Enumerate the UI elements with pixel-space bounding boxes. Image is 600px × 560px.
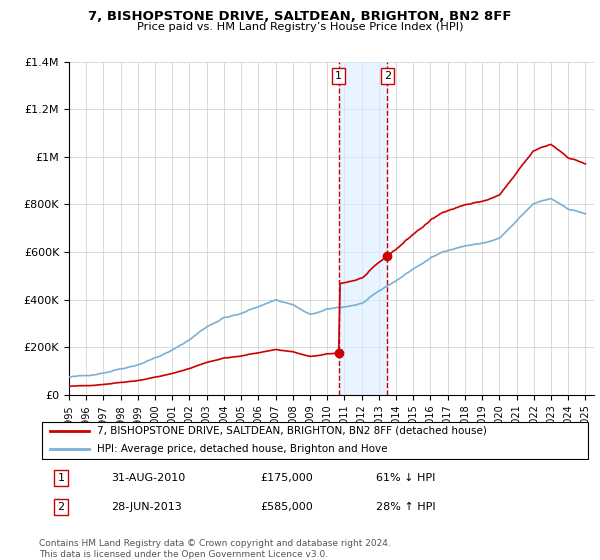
Bar xyxy=(338,62,388,395)
Text: 28-JUN-2013: 28-JUN-2013 xyxy=(111,502,182,512)
Text: 1: 1 xyxy=(335,71,342,81)
Text: £175,000: £175,000 xyxy=(260,473,313,483)
Text: 61% ↓ HPI: 61% ↓ HPI xyxy=(376,473,435,483)
Text: 1: 1 xyxy=(58,473,65,483)
Text: £585,000: £585,000 xyxy=(260,502,313,512)
Text: Price paid vs. HM Land Registry’s House Price Index (HPI): Price paid vs. HM Land Registry’s House … xyxy=(137,22,463,32)
FancyBboxPatch shape xyxy=(42,422,587,459)
Text: 7, BISHOPSTONE DRIVE, SALTDEAN, BRIGHTON, BN2 8FF (detached house): 7, BISHOPSTONE DRIVE, SALTDEAN, BRIGHTON… xyxy=(97,426,487,436)
Text: HPI: Average price, detached house, Brighton and Hove: HPI: Average price, detached house, Brig… xyxy=(97,445,388,454)
Text: 7, BISHOPSTONE DRIVE, SALTDEAN, BRIGHTON, BN2 8FF: 7, BISHOPSTONE DRIVE, SALTDEAN, BRIGHTON… xyxy=(88,10,512,23)
Text: 28% ↑ HPI: 28% ↑ HPI xyxy=(376,502,436,512)
Text: Contains HM Land Registry data © Crown copyright and database right 2024.
This d: Contains HM Land Registry data © Crown c… xyxy=(39,539,391,559)
Text: 31-AUG-2010: 31-AUG-2010 xyxy=(111,473,185,483)
Text: 2: 2 xyxy=(384,71,391,81)
Text: 2: 2 xyxy=(58,502,65,512)
